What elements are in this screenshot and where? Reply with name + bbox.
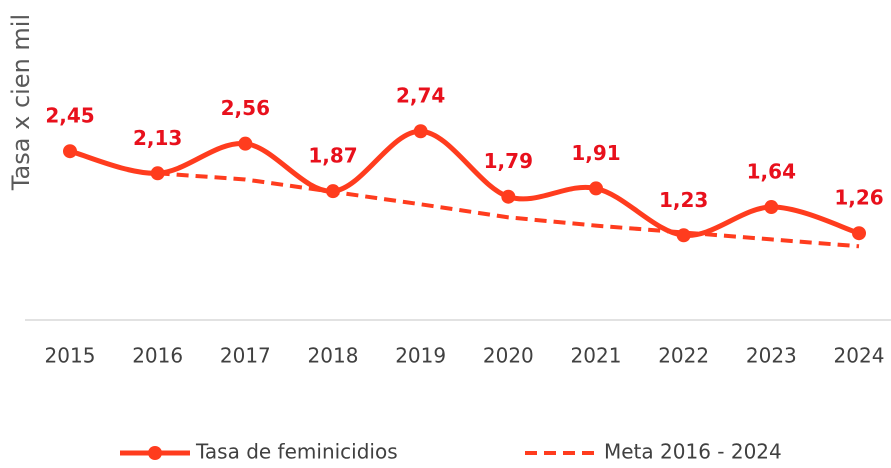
data-point <box>238 136 253 151</box>
x-tick-label: 2021 <box>571 344 622 368</box>
x-tick-label: 2019 <box>395 344 446 368</box>
x-tick-label: 2023 <box>746 344 797 368</box>
y-axis-label: Tasa x cien mil <box>7 14 35 191</box>
target-line <box>157 171 860 249</box>
data-label: 1,23 <box>659 188 708 212</box>
data-label: 1,79 <box>484 149 533 173</box>
legend-label: Meta 2016 - 2024 <box>604 440 782 464</box>
data-label: 2,74 <box>396 84 445 108</box>
data-line <box>69 128 860 238</box>
x-tick-label: 2024 <box>834 344 885 368</box>
x-tick-label: 2020 <box>483 344 534 368</box>
data-point <box>150 166 165 181</box>
x-tick-label: 2018 <box>308 344 359 368</box>
data-label: 1,91 <box>571 141 620 165</box>
data-point <box>413 124 428 139</box>
x-tick-label: 2016 <box>132 344 183 368</box>
x-tick-label: 2017 <box>220 344 271 368</box>
data-point <box>676 228 691 243</box>
x-tick-label: 2022 <box>658 344 709 368</box>
legend-marker <box>148 446 162 460</box>
data-point <box>501 189 516 204</box>
legend-label: Tasa de feminicidios <box>195 440 398 464</box>
data-label: 2,45 <box>45 104 94 128</box>
data-label: 2,13 <box>133 126 182 150</box>
data-point <box>589 181 603 196</box>
data-label: 1,64 <box>747 160 796 184</box>
data-point <box>852 226 866 241</box>
x-tick-label: 2015 <box>45 344 96 368</box>
data-point <box>63 144 77 159</box>
data-label: 2,56 <box>221 96 270 120</box>
data-point <box>326 184 340 199</box>
data-point <box>764 200 779 215</box>
data-label: 1,87 <box>308 144 357 168</box>
data-label: 1,26 <box>834 186 883 210</box>
